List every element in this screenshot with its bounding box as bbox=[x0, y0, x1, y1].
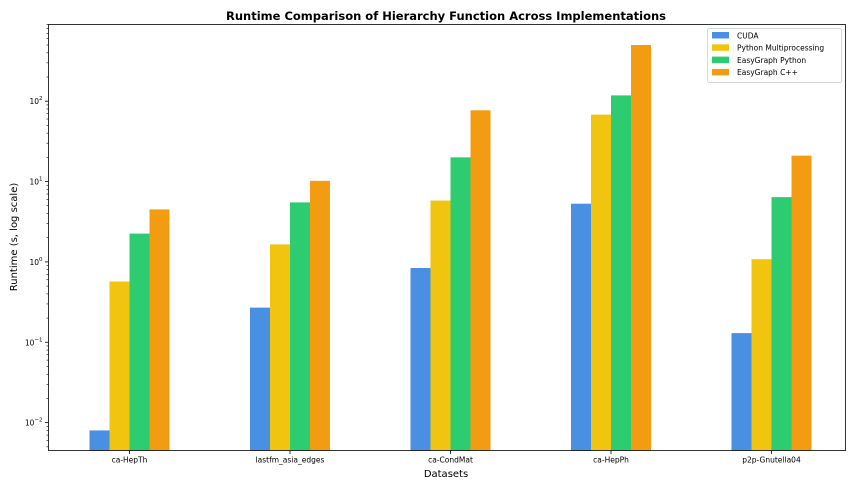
legend-swatch bbox=[712, 68, 729, 76]
x-tick-label: p2p-Gnutella04 bbox=[742, 456, 801, 465]
x-tick-label: lastfm_asia_edges bbox=[256, 456, 325, 465]
y-tick-label: 102 bbox=[29, 96, 42, 106]
bar-easygraph-python-ca-condmat bbox=[450, 157, 471, 451]
bar-cuda-lastfm-asia-edges bbox=[250, 307, 270, 451]
chart-title: Runtime Comparison of Hierarchy Function… bbox=[226, 9, 666, 23]
x-tick-label: ca-CondMat bbox=[428, 456, 473, 465]
bar-easygraph-c--ca-hepph bbox=[631, 45, 651, 451]
bar-cuda-ca-hepph bbox=[571, 203, 591, 451]
bars-group bbox=[89, 45, 812, 451]
y-tick-label: 100 bbox=[29, 257, 43, 267]
x-axis-ticks: ca-HepTh lastfm_asia_edges ca-CondMat ca-He… bbox=[112, 450, 801, 465]
bar-easygraph-python-lastfm-asia-edges bbox=[290, 202, 310, 451]
bar-easygraph-python-ca-hepph bbox=[611, 95, 631, 451]
y-tick-label: 10−2 bbox=[25, 418, 43, 428]
bar-easygraph-python-ca-hepth bbox=[129, 233, 150, 451]
plot-frame bbox=[48, 24, 846, 451]
bar-easygraph-python-p2p-gnutella04 bbox=[771, 197, 792, 451]
x-tick-label: ca-HepTh bbox=[112, 456, 148, 465]
bar-cuda-p2p-gnutella04 bbox=[731, 333, 752, 451]
legend-label: CUDA bbox=[737, 31, 759, 40]
bar-python-multiprocessing-ca-condmat bbox=[430, 200, 451, 451]
legend: CUDA Python Multiprocessing EasyGraph Pyth… bbox=[707, 28, 842, 83]
x-tick-label: ca-HepPh bbox=[593, 456, 629, 465]
bar-python-multiprocessing-lastfm-asia-edges bbox=[270, 244, 290, 451]
y-tick-label: 101 bbox=[29, 177, 42, 187]
y-axis-label: Runtime (s, log scale) bbox=[9, 183, 20, 292]
bar-cuda-ca-condmat bbox=[410, 267, 431, 451]
legend-label: EasyGraph C++ bbox=[737, 68, 798, 77]
bar-python-multiprocessing-p2p-gnutella04 bbox=[751, 259, 772, 451]
legend-label: Python Multiprocessing bbox=[737, 44, 824, 53]
bar-easygraph-c--ca-hepth bbox=[149, 209, 170, 451]
bar-cuda-ca-hepth bbox=[89, 430, 110, 451]
y-axis-ticks: 10−2 10−1 100 101 102 bbox=[25, 24, 49, 448]
bar-easygraph-c--lastfm-asia-edges bbox=[310, 180, 330, 451]
legend-swatch bbox=[712, 32, 729, 39]
legend-box bbox=[707, 28, 842, 83]
y-tick-label: 10−1 bbox=[25, 337, 43, 347]
bar-easygraph-c--ca-condmat bbox=[470, 110, 491, 451]
x-axis-label: Datasets bbox=[424, 469, 468, 480]
legend-swatch bbox=[712, 44, 729, 51]
legend-swatch bbox=[712, 56, 729, 64]
bar-python-multiprocessing-ca-hepth bbox=[109, 281, 130, 451]
bar-easygraph-c--p2p-gnutella04 bbox=[791, 155, 812, 451]
bar-python-multiprocessing-ca-hepph bbox=[591, 114, 611, 451]
legend-label: EasyGraph Python bbox=[737, 56, 806, 65]
